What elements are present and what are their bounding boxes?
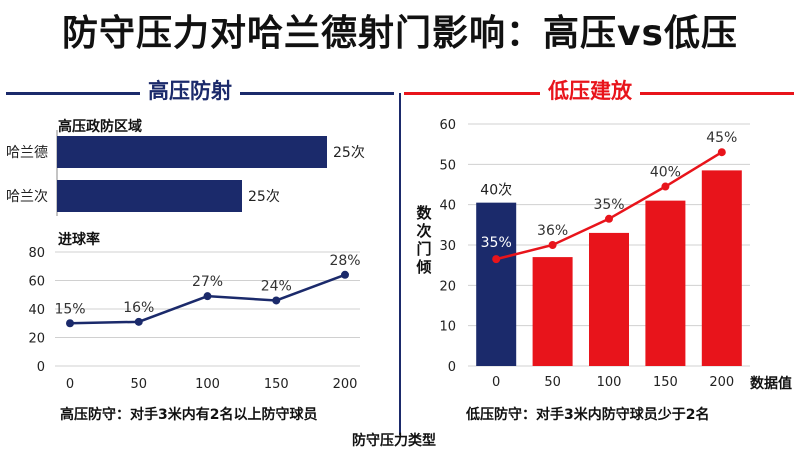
combo-y-axis-label-char: 门 (416, 240, 431, 258)
combo-y-axis-label-char: 数 (416, 204, 432, 222)
left-caption: 高压防守：对手3米内有2名以上防守球员 (60, 407, 318, 423)
combo-rate-point-label: 36% (537, 223, 568, 239)
low-pressure-combo-chart: 0 10 20 30 40 50 60 40次 0 50 100 150 200 35% 36% 35% 40%… (415, 118, 792, 392)
goal-rate-line-chart: 0 20 40 60 80 0 50 100 150 200 15% 16% 27% 24% 28% (28, 246, 360, 392)
right-header: 低压建放 (540, 78, 640, 104)
combo-rate-point (492, 255, 501, 264)
line-y-tick-label: 60 (28, 275, 45, 290)
line-y-tick-label: 0 (37, 360, 45, 375)
combo-bar-1 (532, 257, 573, 366)
goal-rate-point (272, 296, 281, 305)
bar-value-label: 25次 (248, 189, 280, 205)
right-caption: 低压防守：对手3米内防守球员少于2名 (466, 407, 710, 423)
combo-x-tick-label: 50 (544, 375, 561, 390)
line-x-tick-label: 100 (195, 377, 220, 392)
bar-1 (57, 180, 242, 212)
goal-rate-point (203, 292, 212, 301)
combo-x-axis-label: 数据值 (750, 375, 792, 392)
combo-bar-3 (645, 200, 686, 366)
bar-category-label: 哈兰德 (6, 145, 48, 161)
combo-bar-4 (701, 170, 742, 366)
combo-y-tick-label: 50 (439, 158, 456, 173)
goal-rate-point-label: 16% (123, 300, 154, 316)
goal-rate-point (134, 317, 143, 326)
combo-x-tick-label: 200 (709, 375, 734, 390)
center-divider (399, 93, 401, 435)
line-x-tick-label: 200 (333, 377, 358, 392)
line-y-tick-label: 80 (28, 246, 45, 261)
goal-rate-point-label: 27% (192, 274, 223, 290)
combo-bar-label: 40次 (480, 183, 512, 199)
goal-rate-point (341, 270, 349, 279)
combo-rate-point-label: 40% (650, 165, 681, 181)
line-x-tick-label: 50 (130, 377, 147, 392)
combo-x-tick-label: 100 (597, 375, 622, 390)
combo-rate-point-label: 35% (481, 235, 512, 251)
combo-y-tick-label: 0 (448, 360, 456, 375)
combo-rate-point (661, 182, 670, 191)
bar-value-label: 25次 (333, 145, 365, 161)
line-section-title: 进球率 (58, 232, 100, 248)
combo-x-tick-label: 0 (492, 375, 500, 390)
combo-rate-point (548, 241, 557, 249)
left-header: 高压防射 (140, 78, 240, 104)
combo-rate-point (605, 214, 613, 223)
combo-y-axis-label-char: 倾 (415, 258, 431, 276)
combo-y-tick-label: 40 (439, 199, 456, 214)
page-title: 防守压力对哈兰德射门影响：高压vs低压 (62, 13, 738, 54)
line-y-tick-label: 40 (28, 303, 45, 318)
goal-rate-point-label: 24% (261, 278, 292, 294)
combo-bar-0 (476, 202, 517, 366)
combo-y-tick-label: 60 (439, 118, 456, 133)
combo-y-tick-label: 30 (439, 239, 456, 254)
bar-0 (57, 136, 327, 168)
goal-rate-point-label: 15% (54, 301, 85, 317)
combo-bar-2 (589, 232, 629, 366)
combo-rate-point (717, 148, 726, 157)
combo-y-tick-label: 10 (439, 320, 456, 335)
combo-rate-point-label: 45% (706, 130, 737, 146)
combo-y-axis-label-char: 次 (416, 222, 431, 240)
bar-section-title: 高压政防区域 (58, 119, 142, 135)
combo-x-tick-label: 150 (653, 375, 678, 390)
line-x-tick-label: 0 (66, 377, 74, 392)
bar-category-label: 哈兰次 (6, 189, 48, 205)
goal-rate-point-label: 28% (329, 253, 360, 269)
line-y-tick-label: 20 (28, 332, 45, 347)
line-x-tick-label: 150 (264, 377, 289, 392)
bottom-axis-label: 防守压力类型 (352, 433, 436, 449)
combo-rate-point-label: 35% (593, 197, 624, 213)
goal-rate-point (66, 319, 74, 328)
combo-y-tick-label: 20 (439, 279, 456, 294)
